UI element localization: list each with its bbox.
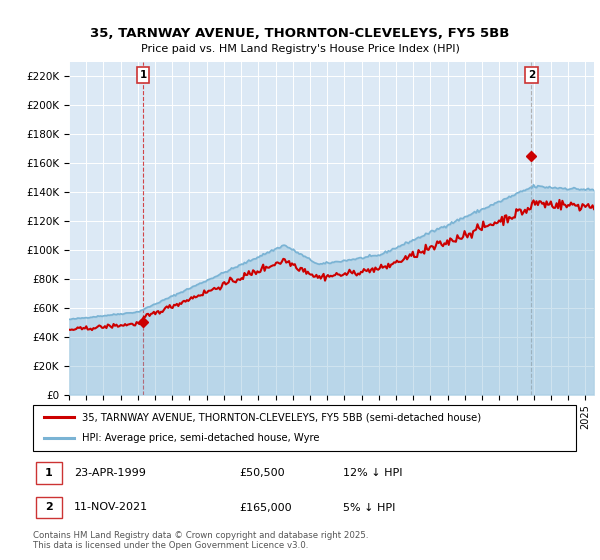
Text: 1: 1: [140, 70, 147, 80]
FancyBboxPatch shape: [36, 463, 62, 484]
Text: 12% ↓ HPI: 12% ↓ HPI: [343, 468, 402, 478]
Text: HPI: Average price, semi-detached house, Wyre: HPI: Average price, semi-detached house,…: [82, 433, 319, 444]
Text: Contains HM Land Registry data © Crown copyright and database right 2025.
This d: Contains HM Land Registry data © Crown c…: [33, 531, 368, 550]
FancyBboxPatch shape: [33, 405, 576, 451]
Text: 2: 2: [45, 502, 53, 512]
Text: 2: 2: [528, 70, 535, 80]
Text: 11-NOV-2021: 11-NOV-2021: [74, 502, 148, 512]
Text: 5% ↓ HPI: 5% ↓ HPI: [343, 502, 395, 512]
Text: Price paid vs. HM Land Registry's House Price Index (HPI): Price paid vs. HM Land Registry's House …: [140, 44, 460, 54]
Text: 35, TARNWAY AVENUE, THORNTON-CLEVELEYS, FY5 5BB: 35, TARNWAY AVENUE, THORNTON-CLEVELEYS, …: [91, 27, 509, 40]
Text: 1: 1: [45, 468, 53, 478]
Text: 35, TARNWAY AVENUE, THORNTON-CLEVELEYS, FY5 5BB (semi-detached house): 35, TARNWAY AVENUE, THORNTON-CLEVELEYS, …: [82, 412, 481, 422]
Text: 23-APR-1999: 23-APR-1999: [74, 468, 146, 478]
Text: £50,500: £50,500: [239, 468, 285, 478]
Text: £165,000: £165,000: [239, 502, 292, 512]
FancyBboxPatch shape: [36, 497, 62, 519]
